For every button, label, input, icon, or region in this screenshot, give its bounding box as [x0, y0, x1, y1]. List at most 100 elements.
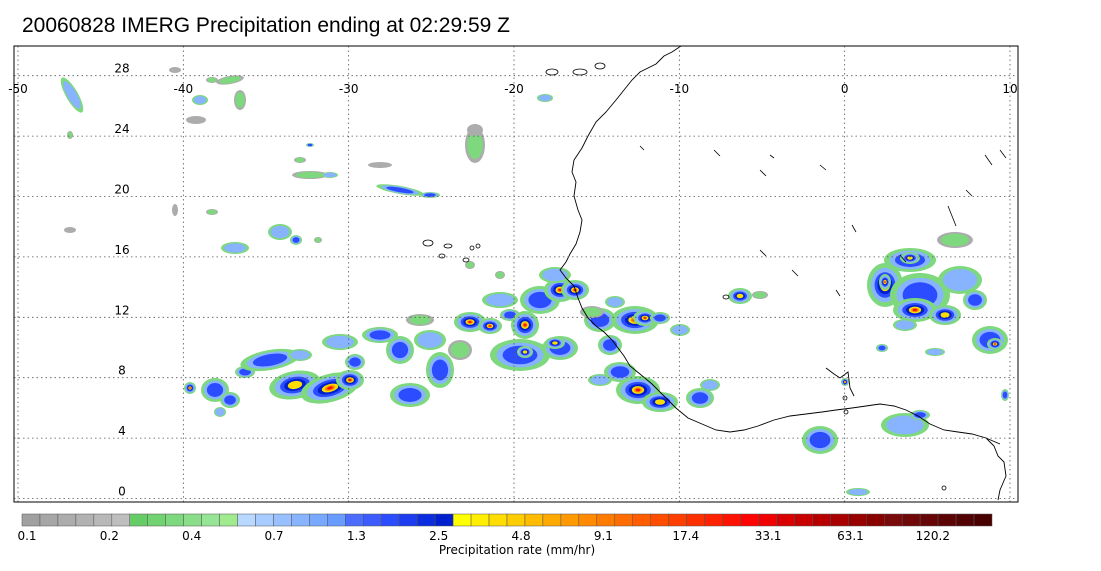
coast-segment — [825, 367, 855, 397]
colorbar-swatch — [632, 513, 651, 527]
rain-cell — [64, 227, 76, 233]
rain-cell — [221, 242, 249, 254]
rain-cell — [925, 348, 945, 356]
colorbar-tick-label: 33.1 — [755, 529, 782, 543]
lon-tick-label: -50 — [8, 82, 28, 96]
colorbar-tick-label: 0.1 — [17, 529, 36, 543]
rain-cell — [292, 171, 328, 179]
colorbar-swatch — [506, 513, 526, 527]
colorbar-swatch — [794, 513, 813, 527]
map-frame — [13, 45, 1019, 503]
colorbar-swatch — [955, 513, 975, 527]
island-outline — [572, 68, 588, 76]
coast-fragment — [639, 145, 645, 151]
lat-tick-label: 4 — [118, 424, 126, 438]
rain-cell — [345, 354, 365, 370]
rain-cell — [216, 75, 244, 85]
colorbar-swatch — [650, 513, 669, 527]
rain-cell — [362, 327, 398, 343]
rain-cell — [1001, 389, 1009, 401]
colorbar-swatch — [183, 513, 202, 527]
rain-cell — [893, 319, 917, 331]
rain-cell — [186, 116, 206, 124]
colorbar-swatch — [21, 513, 41, 527]
colorbar-swatch — [93, 513, 113, 527]
rain-cell — [846, 488, 870, 496]
rain-cell — [670, 324, 690, 336]
rain-cell — [220, 392, 240, 408]
colorbar-swatch — [704, 513, 723, 527]
precipitation-field — [60, 67, 1009, 496]
axis-labels: -50 -40 -30 -20 -10 0 10 0 4 8 12 16 20 24 28 — [8, 62, 1017, 499]
colorbar-swatch — [758, 513, 777, 527]
coast-fragment — [899, 254, 907, 263]
coast-fragment — [819, 164, 827, 171]
colorbar-swatch — [542, 513, 562, 527]
colorbar-tick-label: 0.4 — [182, 529, 201, 543]
rain-cell — [386, 336, 414, 364]
rain-cell — [467, 124, 483, 136]
island-outline — [462, 257, 470, 263]
coast-fragment — [984, 154, 993, 166]
rain-cell — [206, 77, 218, 83]
rain-cell — [60, 77, 84, 113]
lat-tick-label: 16 — [114, 243, 129, 257]
lat-tick-label: 24 — [114, 122, 129, 136]
coast-fragment — [759, 169, 767, 177]
coast-fragment — [965, 189, 973, 197]
coast-fragment — [713, 149, 721, 157]
island-outline — [594, 62, 606, 70]
rain-cell — [288, 349, 312, 361]
rain-cell — [290, 235, 302, 245]
coast-fragment — [999, 149, 1007, 159]
rain-cell — [937, 232, 973, 248]
lat-tick-label: 8 — [118, 364, 126, 378]
gridlines — [14, 46, 1018, 502]
colorbar-tick-label: 0.7 — [264, 529, 283, 543]
lon-tick-label: 0 — [841, 82, 849, 96]
rain-cell — [876, 344, 888, 352]
colorbar-swatch — [237, 513, 256, 527]
colorbar-label: Precipitation rate (mm/hr) — [439, 543, 595, 557]
colorbar-tick-label: 9.1 — [594, 529, 613, 543]
lon-tick-label: -10 — [670, 82, 690, 96]
colorbar-swatch — [57, 513, 77, 527]
colorbar-swatch — [381, 513, 400, 527]
rain-cell — [650, 312, 670, 324]
colorbar-swatch — [165, 513, 184, 527]
rain-cell — [376, 184, 424, 196]
colorbar-tick-label: 2.5 — [429, 529, 448, 543]
colorbar-swatch — [919, 513, 939, 527]
lat-tick-label: 0 — [118, 485, 126, 499]
coast-fragment — [835, 289, 841, 297]
colorbar-swatch — [255, 513, 274, 527]
colorbar-swatch — [578, 513, 598, 527]
rain-cell — [604, 362, 636, 382]
rain-cell — [495, 271, 505, 279]
colorbar-swatch — [345, 513, 364, 527]
colorbar-tick-label: 120.2 — [916, 529, 950, 543]
rain-cell — [841, 378, 849, 386]
colorbar-swatch — [776, 513, 795, 527]
rain-cell — [511, 311, 539, 339]
colorbar-swatch — [75, 513, 95, 527]
lon-tick-label: -40 — [174, 82, 194, 96]
colorbar-swatch — [740, 513, 759, 527]
lat-tick-label: 28 — [114, 62, 129, 76]
rain-cell — [752, 291, 768, 299]
island-outline — [438, 253, 446, 259]
colorbar-swatch — [488, 513, 508, 527]
island-outline — [941, 485, 947, 491]
rain-cell — [414, 330, 446, 350]
lat-tick-label: 12 — [114, 303, 129, 317]
rain-cell — [987, 338, 1003, 350]
rain-cell — [893, 298, 937, 322]
rain-cell — [390, 383, 430, 407]
colorbar-swatch — [398, 513, 418, 527]
rain-cell — [192, 95, 208, 105]
rain-cell — [368, 162, 392, 168]
rain-cell — [67, 131, 73, 139]
coast-fragment — [759, 249, 767, 257]
lat-tick-label: 20 — [114, 183, 129, 197]
